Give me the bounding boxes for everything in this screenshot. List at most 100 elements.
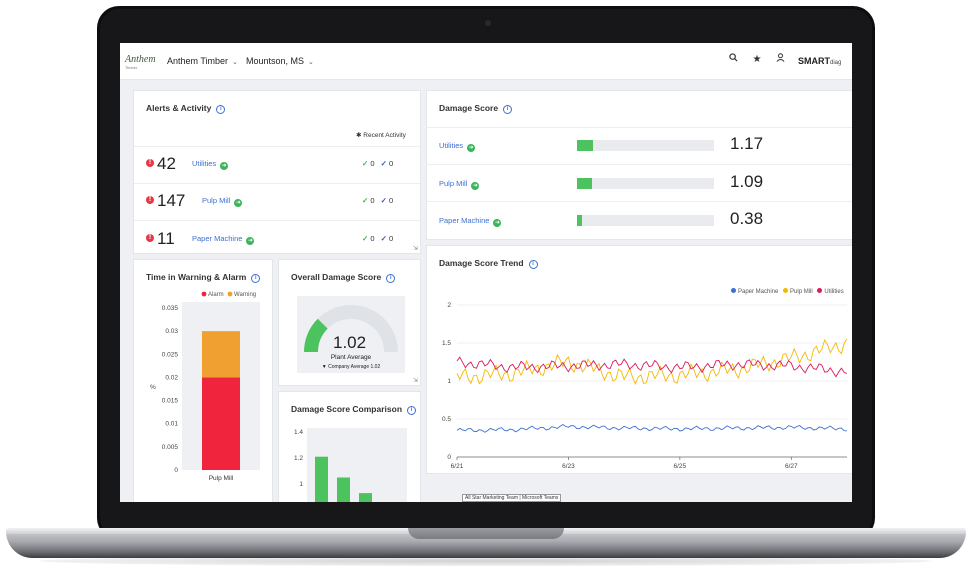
trend-card: Damage Score Trend i Paper Machine Pulp M… — [426, 245, 852, 474]
ds-value: 1.09 — [730, 172, 764, 191]
damage-score-card: Damage Score i Utilities ➜ 1.17 Pulp Mill ➜… — [426, 90, 852, 240]
trend-chart: 0 0.5 1 1.5 2 6/21 6/23 6/25 6/27 — [442, 302, 848, 470]
arrow-right-icon: ➜ — [467, 144, 476, 152]
legend-label: Utilities — [824, 289, 844, 295]
y-tick-label: 1 — [447, 378, 451, 385]
laptop-notch — [408, 528, 564, 539]
area-link-paper-machine[interactable]: Paper Machine ➜ — [192, 234, 255, 245]
comparison-bar — [337, 477, 350, 502]
ds-link-utilities[interactable]: Utilities ➜ — [439, 141, 476, 152]
ds-link-pulp-mill[interactable]: Pulp Mill ➜ — [439, 179, 480, 190]
chevron-down-icon: ⌄ — [232, 59, 238, 66]
legend-swatch — [783, 288, 789, 293]
y-tick-label: 0 — [447, 454, 451, 461]
legend-label: Alarm — [208, 292, 224, 298]
resize-handle[interactable]: ⇲ — [412, 378, 418, 384]
chevron-down-icon: ⌄ — [308, 59, 314, 66]
info-icon[interactable]: i — [503, 105, 513, 114]
ds-bar-fill — [577, 140, 594, 151]
ds-value: 0.38 — [730, 209, 764, 228]
alert-icon: ! — [146, 196, 154, 204]
info-icon[interactable]: i — [216, 105, 226, 114]
arrow-right-icon: ➜ — [471, 182, 480, 190]
ds-link-paper-machine[interactable]: Paper Machine ➜ — [439, 216, 502, 227]
x-tick-label: 6/25 — [674, 463, 687, 470]
series-line-utilities — [456, 356, 848, 378]
gauge-panel: 1.02 Plant Average ▼ Company Average 1.0… — [297, 296, 405, 373]
legend-swatch — [227, 291, 233, 297]
legend-swatch — [201, 291, 207, 297]
trend-title: Damage Score Trend i — [439, 258, 538, 269]
bar-alarm — [202, 377, 240, 470]
info-icon[interactable]: i — [251, 274, 261, 283]
info-icon[interactable]: i — [407, 406, 417, 415]
area-link-utilities[interactable]: Utilities ➜ — [192, 159, 229, 170]
brand-logo: SMARTdiag — [798, 56, 842, 66]
legend-label: Warning — [234, 292, 256, 298]
top-bar: Anthem Timber Anthem Timber ⌄ Mountson, M… — [120, 43, 852, 80]
time-warning-title: Time in Warning & Alarm i — [146, 272, 261, 283]
x-tick-label: 6/27 — [785, 463, 798, 470]
series-line-paper-machine — [456, 423, 848, 433]
recent-activity-label: ✱ Recent Activity — [356, 132, 406, 139]
overall-title: Overall Damage Score i — [291, 272, 396, 283]
comparison-card: Damage Score Comparison i 1.4 1.2 1 — [278, 391, 421, 502]
y-tick-label: 0.015 — [162, 398, 179, 405]
overall-damage-card: Overall Damage Score i 1.02 Plant Average… — [278, 259, 421, 386]
resize-handle[interactable]: ⇲ — [412, 246, 418, 252]
area-link-pulp-mill[interactable]: Pulp Mill ➜ — [202, 196, 243, 207]
company-selector[interactable]: Anthem Timber ⌄ — [167, 56, 238, 66]
legend-swatch — [817, 288, 823, 293]
legend-swatch — [731, 288, 736, 293]
alert-count: 147 — [157, 191, 186, 210]
alert-icon: ! — [146, 159, 154, 167]
company-logo-sub: Timber — [125, 65, 138, 70]
y-tick-label: 1.5 — [442, 340, 451, 347]
y-tick-label: 0.03 — [165, 328, 178, 335]
y-tick-label: 0.02 — [165, 374, 178, 381]
ack-counts: ✓ 0 ✓ 0 — [362, 196, 394, 205]
overall-value: 1.02 — [333, 333, 367, 352]
ds-value: 1.17 — [730, 134, 764, 153]
y-tick-label: 1.4 — [294, 429, 303, 436]
y-tick-label: 1.2 — [294, 455, 303, 462]
legend-label: Paper Machine — [738, 289, 779, 295]
gauge — [303, 305, 398, 353]
y-axis-label: % — [150, 384, 156, 391]
ds-bar-utilities — [577, 140, 714, 151]
y-tick-label: 0 — [174, 467, 178, 474]
user-icon[interactable] — [773, 53, 787, 67]
alert-count: 42 — [157, 154, 176, 173]
y-tick-label: 0.005 — [162, 444, 179, 451]
webcam — [485, 20, 491, 26]
bar-warning — [202, 331, 240, 378]
comparison-bar — [315, 456, 328, 502]
search-icon[interactable] — [726, 53, 740, 67]
legend-label: Pulp Mill — [790, 289, 813, 295]
info-icon[interactable]: i — [528, 260, 538, 269]
info-icon[interactable]: i — [386, 274, 396, 283]
comparison-chart: 1.4 1.2 1 — [294, 428, 407, 502]
star-icon[interactable]: ★ — [752, 54, 762, 65]
y-tick-label: 0.025 — [162, 351, 179, 358]
comparison-bar — [359, 493, 372, 502]
alerts-card: Alerts & Activity i ✱ Recent Activity ! 4… — [133, 90, 421, 254]
ds-bar-fill — [577, 215, 582, 226]
y-tick-label: 0.01 — [165, 421, 178, 428]
ds-bar-fill — [577, 178, 593, 189]
ds-bar-pulp-mill — [577, 178, 714, 189]
laptop-shadow — [40, 556, 932, 566]
alert-count: 11 — [157, 229, 175, 248]
ack-counts: ✓ 0 ✓ 0 — [362, 159, 394, 168]
y-tick-label: 0.5 — [442, 416, 451, 423]
dashboard-screen: Anthem Timber Anthem Timber ⌄ Mountson, M… — [120, 43, 852, 502]
company-logo: Anthem — [125, 54, 156, 65]
arrow-right-icon: ➜ — [246, 237, 255, 245]
arrow-right-icon: ➜ — [493, 219, 502, 227]
damage-score-title: Damage Score i — [439, 103, 513, 114]
site-selector[interactable]: Mountson, MS ⌄ — [246, 56, 314, 66]
alerts-title: Alerts & Activity i — [146, 103, 226, 114]
ds-bar-paper-machine — [577, 215, 714, 226]
time-warning-card: Time in Warning & Alarm i 0.035 0.03 0.025 0… — [133, 259, 273, 502]
time-warning-chart: 0.035 0.03 0.025 0.02 0.015 0.01 0.005 0% Pulp M… — [150, 291, 260, 482]
